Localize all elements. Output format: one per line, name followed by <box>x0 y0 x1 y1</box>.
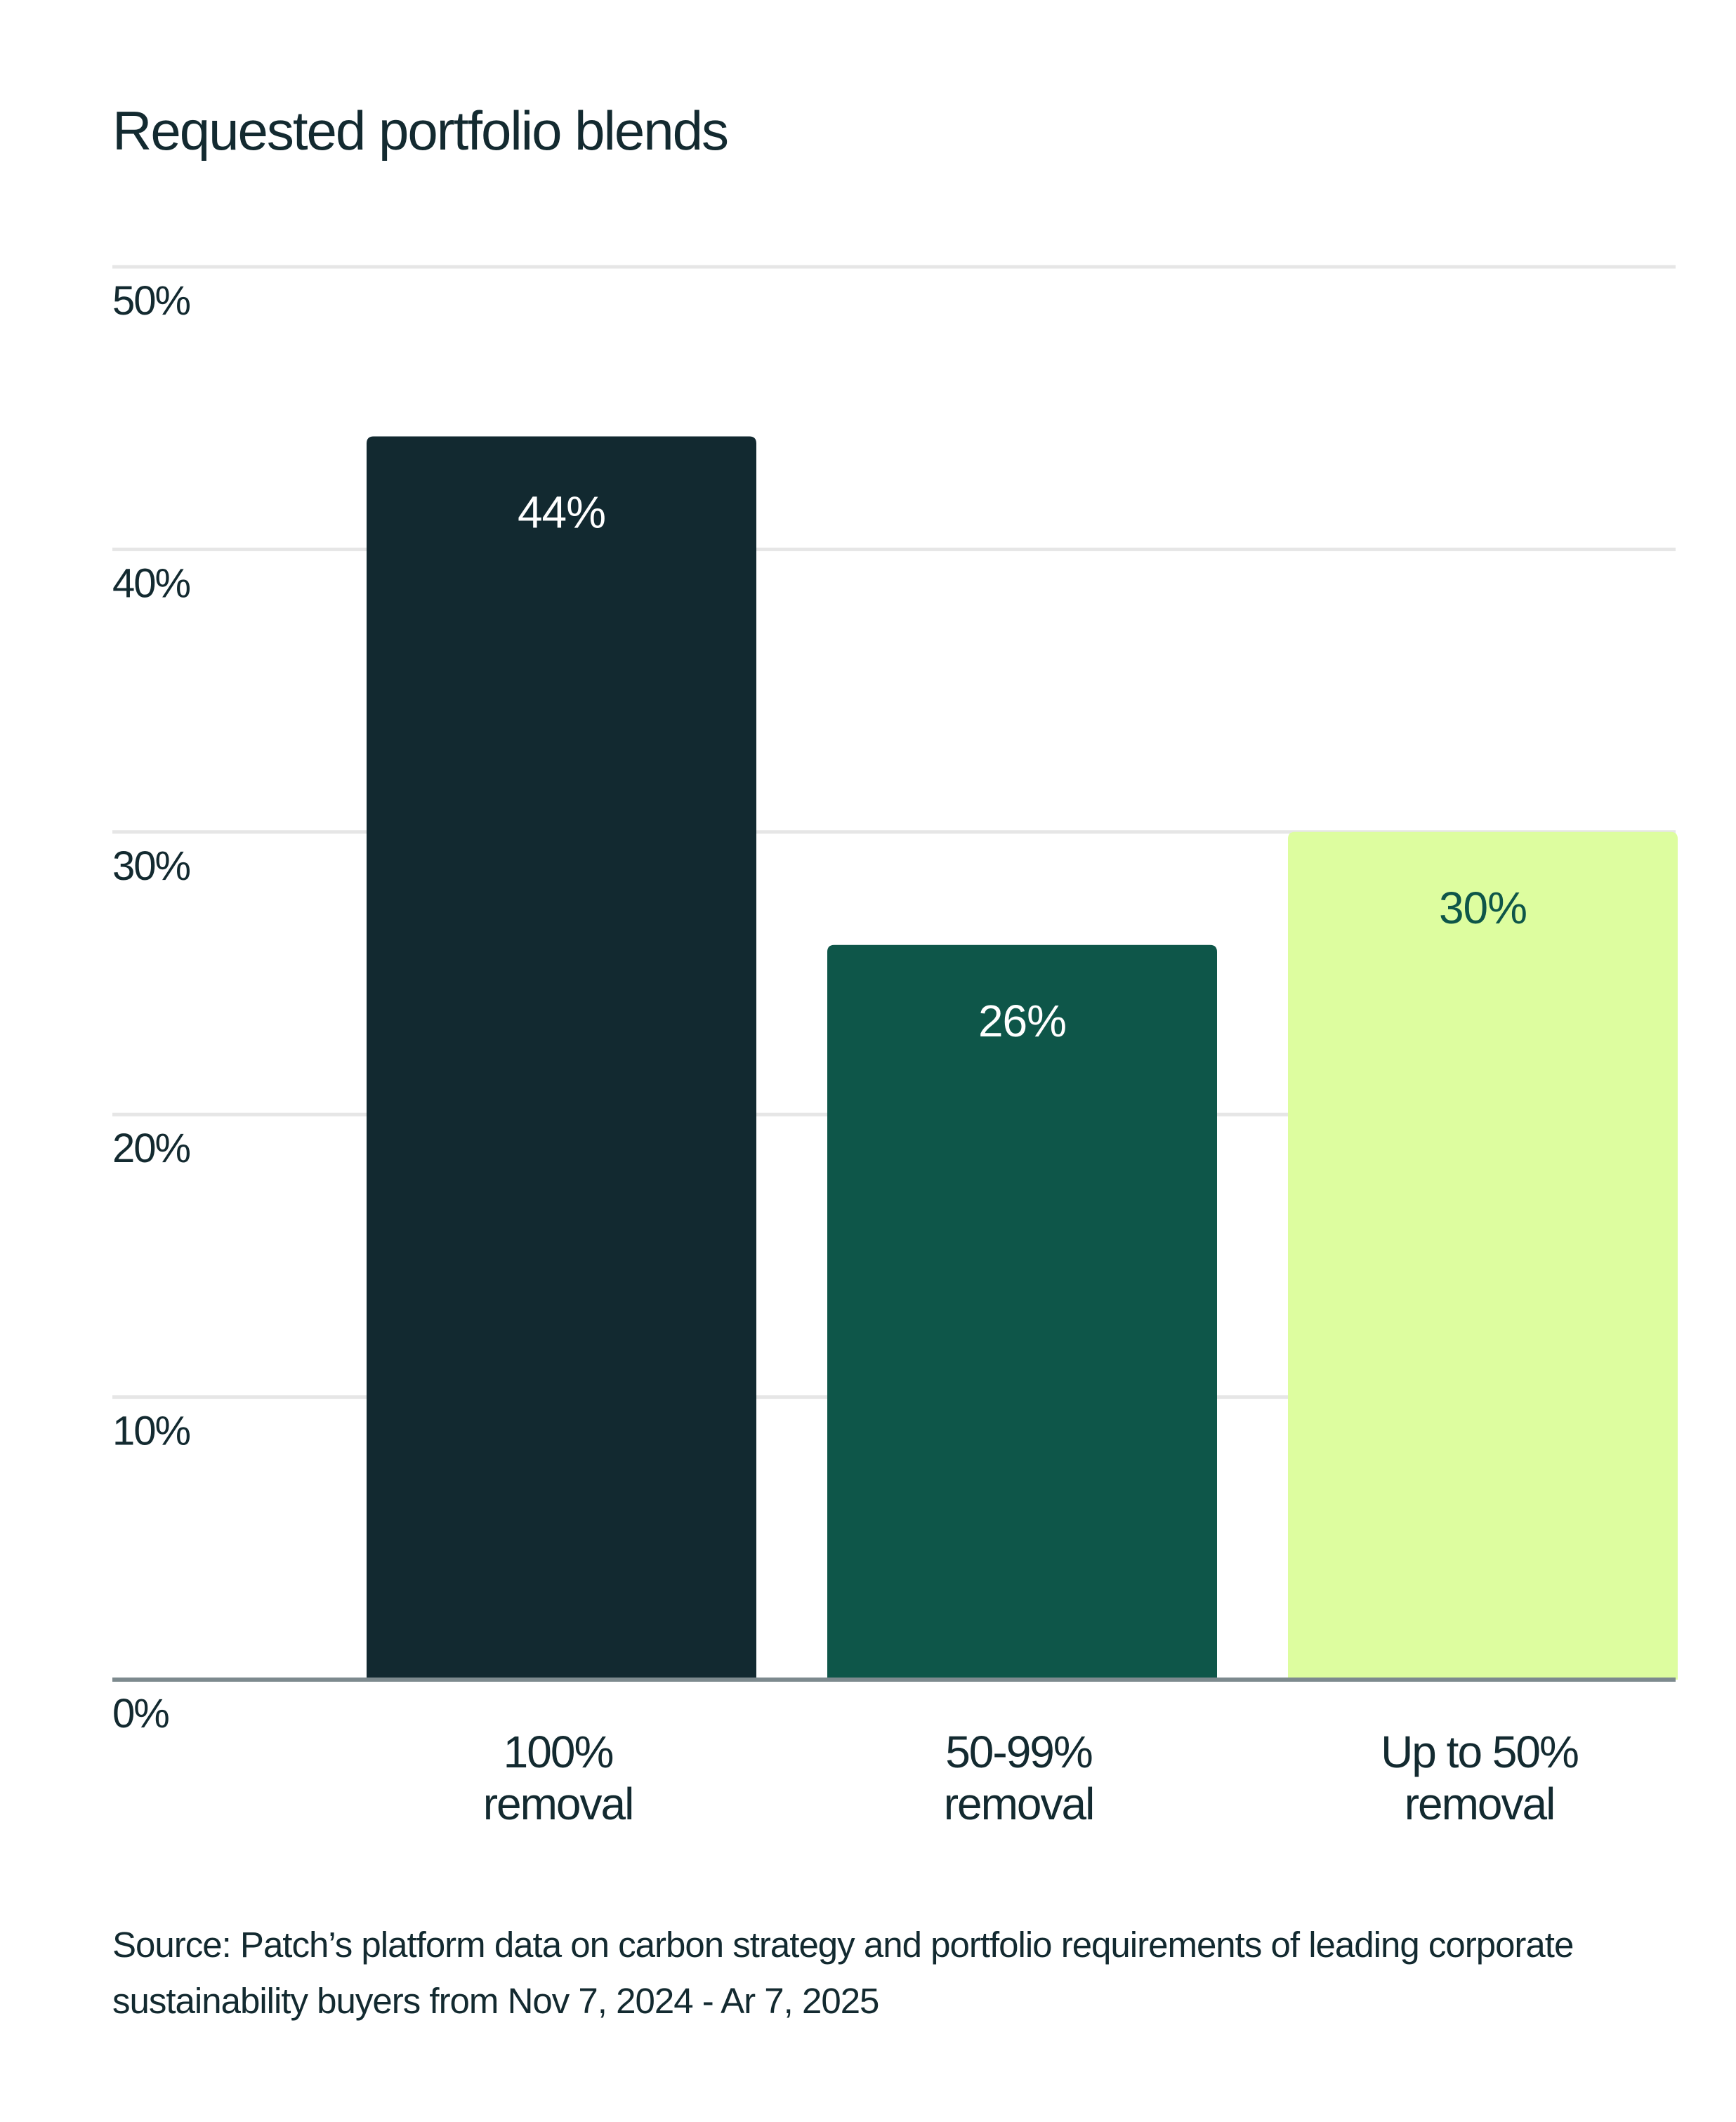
y-tick-label: 30% <box>112 843 190 889</box>
bar <box>827 944 1217 1680</box>
bars <box>367 436 1678 1680</box>
bar-value-label: 44% <box>518 487 605 537</box>
bar <box>367 436 756 1680</box>
y-tick-label: 20% <box>112 1126 190 1171</box>
x-tick-label: 50-99% removal <box>944 1727 1094 1829</box>
x-tick-label: 100% removal <box>483 1727 633 1829</box>
source-note: Source: Patch’s platform data on carbon … <box>112 1925 1574 2021</box>
bar <box>1288 831 1678 1680</box>
bar-chart: 50% 40% 30% 20% 10% 0% 44% 26% 30% 100% removal 5… <box>112 265 1678 1829</box>
chart-title: Requested portfolio blends <box>112 100 729 162</box>
y-tick-label: 0% <box>112 1691 169 1737</box>
y-tick-label: 50% <box>112 278 190 324</box>
value-labels: 44% 26% 30% <box>518 487 1527 1046</box>
x-tick-label: Up to 50% removal <box>1381 1727 1578 1829</box>
bar-value-label: 26% <box>978 996 1066 1046</box>
y-tick-label: 10% <box>112 1409 190 1454</box>
bar-value-label: 30% <box>1439 883 1527 933</box>
y-axis-ticks: 50% 40% 30% 20% 10% 0% <box>112 278 192 1737</box>
x-axis-ticks: 100% removal 50-99% removal Up to 50% removal <box>483 1727 1579 1829</box>
y-tick-label: 40% <box>112 560 190 606</box>
